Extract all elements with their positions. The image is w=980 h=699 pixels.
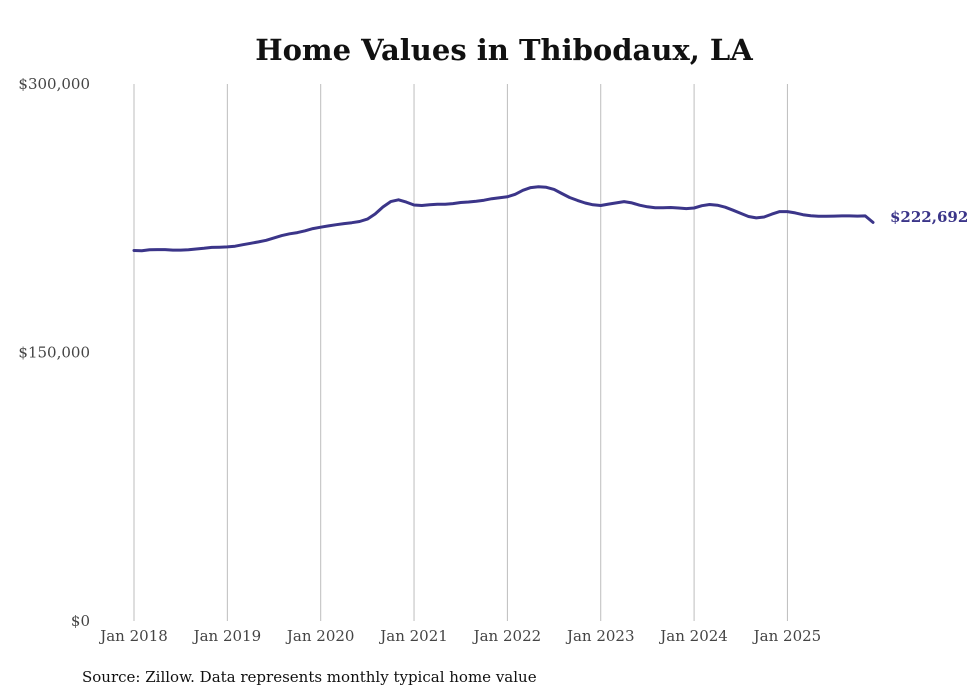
x-tick-label-6: Jan 2024 <box>658 627 728 645</box>
end-value-label: $222,692 <box>890 208 968 226</box>
x-tick-label-2: Jan 2020 <box>285 627 355 645</box>
x-tick-label-7: Jan 2025 <box>752 627 822 645</box>
y-tick-label-0: $0 <box>71 612 90 630</box>
x-tick-label-3: Jan 2021 <box>378 627 448 645</box>
series-line-0 <box>132 185 875 253</box>
x-tick-label-0: Jan 2018 <box>98 627 168 645</box>
x-tick-label-4: Jan 2022 <box>472 627 542 645</box>
y-axis-tick-labels: $0 $150,000 $300,000 <box>18 75 90 630</box>
chart-title: Home Values in Thibodaux, LA <box>255 33 753 67</box>
y-tick-label-1: $150,000 <box>18 344 90 362</box>
source-note: Source: Zillow. Data represents monthly … <box>82 668 537 686</box>
y-tick-label-2: $300,000 <box>18 75 90 93</box>
series-layer <box>132 185 875 253</box>
vertical-gridlines <box>133 84 788 621</box>
x-tick-label-1: Jan 2019 <box>192 627 262 645</box>
x-axis-tick-labels: Jan 2018 Jan 2019 Jan 2020 Jan 2021 Jan 2022… <box>98 627 821 645</box>
x-tick-label-5: Jan 2023 <box>565 627 635 645</box>
